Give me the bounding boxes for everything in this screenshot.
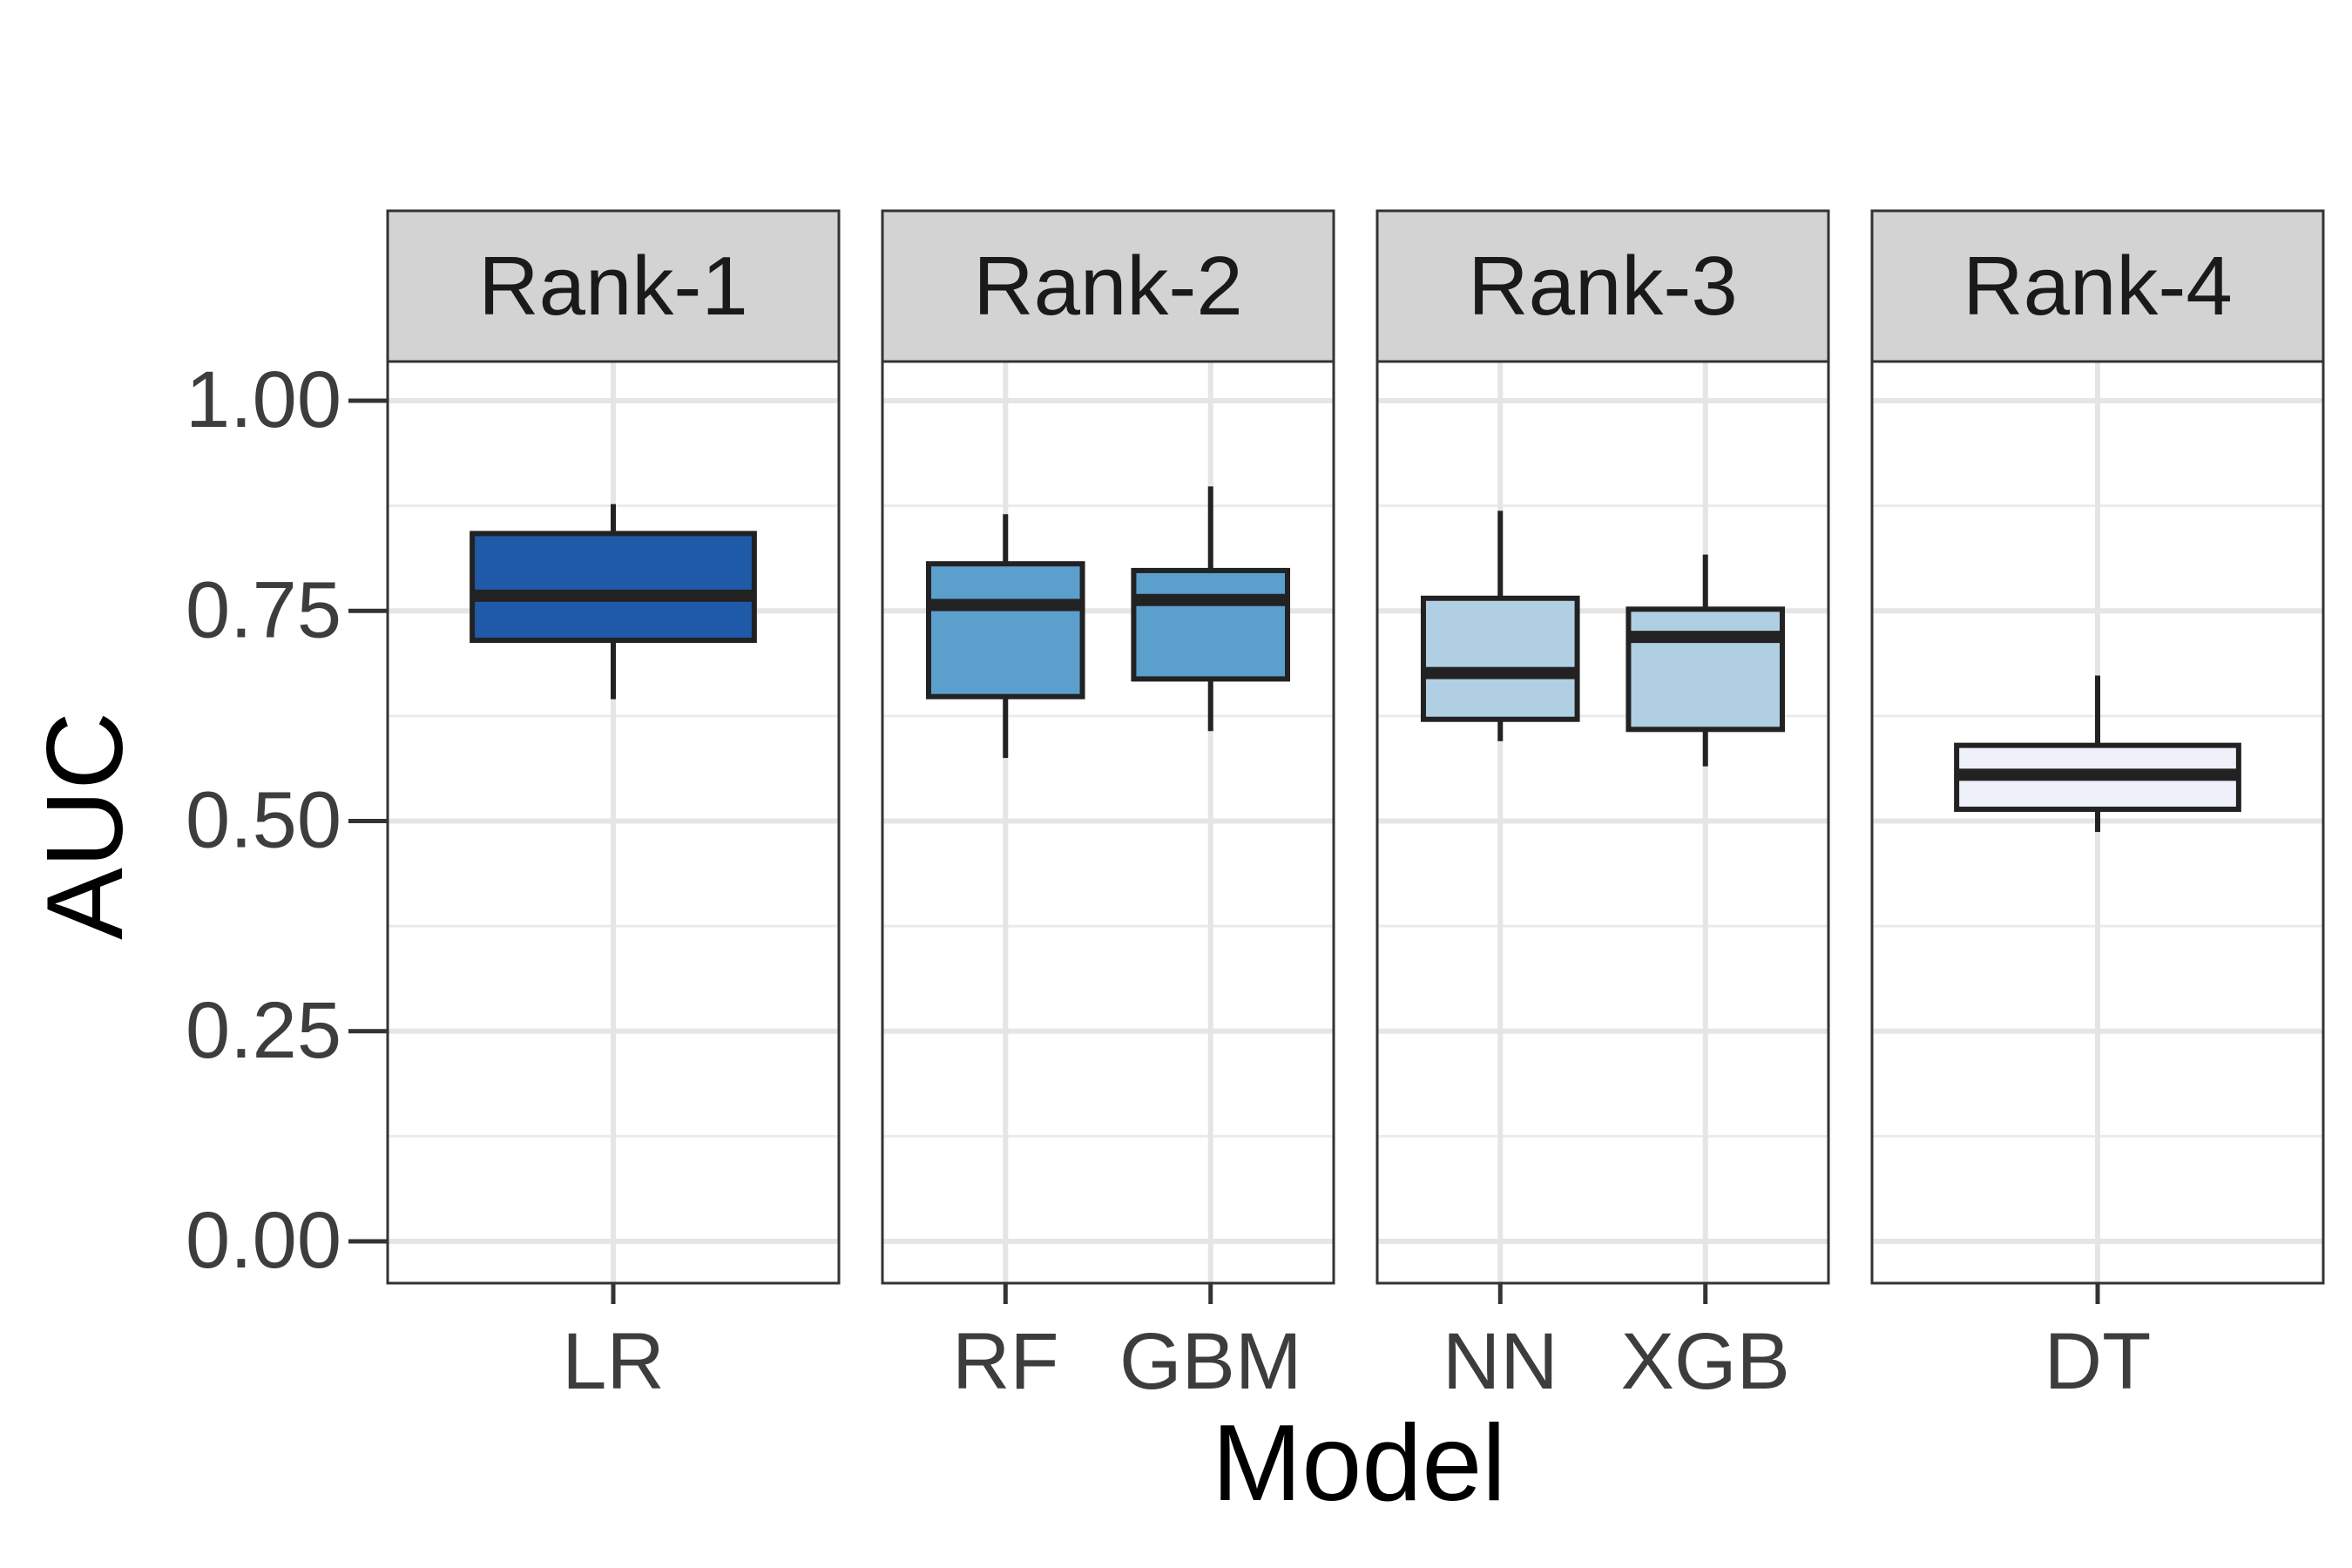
facet-strip (1375, 209, 1830, 363)
x-tick-label: GBM (1119, 1317, 1302, 1406)
box-iqr (1420, 595, 1580, 722)
x-axis-title: Model (1212, 1403, 1506, 1524)
y-tick-label: 0.00 (186, 1196, 341, 1285)
x-tick-label: RF (952, 1317, 1059, 1406)
box-iqr (925, 561, 1085, 700)
boxplot-dt (1954, 675, 2241, 833)
x-tick-label: NN (1443, 1317, 1558, 1406)
facet-strip (1870, 209, 2325, 363)
boxplot-gbm (1131, 486, 1291, 732)
facet-strip-label: Rank-1 (478, 240, 747, 333)
y-tick-label: 1.00 (186, 355, 341, 444)
facet-strip-label: Rank-2 (973, 240, 1242, 333)
facet-strip (881, 209, 1335, 363)
facet-panel: NN XGB Rank-3 (1375, 209, 1830, 1406)
x-tick-label: LR (562, 1317, 665, 1406)
y-axis: 0.00 0.25 0.50 0.75 1.00 (186, 355, 388, 1285)
facet-panel: RF GBM Rank-2 (881, 209, 1335, 1406)
facet-panels: LR Rank-1 RF GBM Rank-2 NN XGB Rank-3 DT Rank-4 (386, 209, 2325, 1406)
boxplot-rf (925, 514, 1085, 759)
x-tick-label: XGB (1621, 1317, 1790, 1406)
boxplot-nn (1420, 510, 1580, 741)
facet-strip-label: Rank-3 (1468, 240, 1737, 333)
box-iqr (470, 531, 757, 644)
facet-panel: LR Rank-1 (386, 209, 841, 1406)
box-iqr (1131, 567, 1291, 682)
y-tick-label: 0.75 (186, 565, 341, 654)
x-tick-label: DT (2044, 1317, 2152, 1406)
boxplot-lr (470, 504, 757, 700)
boxplot-xgb (1625, 554, 1786, 767)
y-axis-title: AUC (25, 712, 145, 940)
facet-panel: DT Rank-4 (1870, 209, 2325, 1406)
y-tick-label: 0.50 (186, 776, 341, 865)
y-tick-label: 0.25 (186, 986, 341, 1075)
facet-strip (386, 209, 841, 363)
facet-strip-label: Rank-4 (1963, 240, 2232, 333)
box-iqr (1625, 606, 1786, 733)
